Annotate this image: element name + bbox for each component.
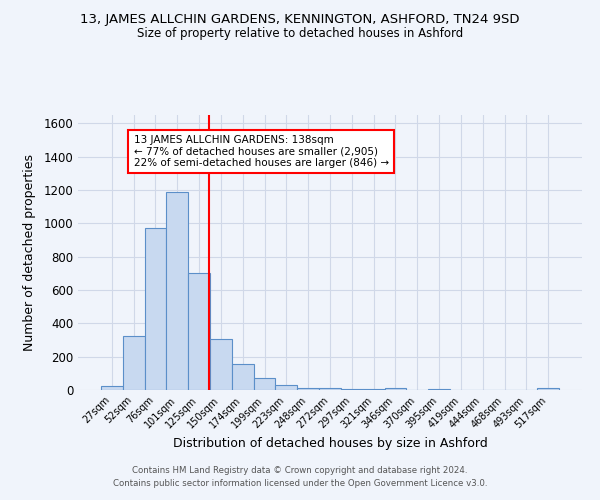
Bar bbox=[101, 386, 123, 390]
Y-axis label: Number of detached properties: Number of detached properties bbox=[23, 154, 37, 351]
Bar bbox=[254, 378, 275, 390]
Text: Contains HM Land Registry data © Crown copyright and database right 2024.
Contai: Contains HM Land Registry data © Crown c… bbox=[113, 466, 487, 487]
Text: Size of property relative to detached houses in Ashford: Size of property relative to detached ho… bbox=[137, 28, 463, 40]
Text: 13, JAMES ALLCHIN GARDENS, KENNINGTON, ASHFORD, TN24 9SD: 13, JAMES ALLCHIN GARDENS, KENNINGTON, A… bbox=[80, 12, 520, 26]
Bar bbox=[123, 336, 145, 390]
Bar bbox=[341, 388, 363, 390]
Bar bbox=[385, 388, 406, 390]
Bar bbox=[275, 386, 297, 390]
X-axis label: Distribution of detached houses by size in Ashford: Distribution of detached houses by size … bbox=[173, 437, 487, 450]
Text: 13 JAMES ALLCHIN GARDENS: 138sqm
← 77% of detached houses are smaller (2,905)
22: 13 JAMES ALLCHIN GARDENS: 138sqm ← 77% o… bbox=[134, 135, 389, 168]
Bar bbox=[210, 339, 232, 390]
Bar bbox=[188, 274, 210, 390]
Bar bbox=[537, 388, 559, 390]
Bar bbox=[363, 389, 385, 390]
Bar bbox=[166, 192, 188, 390]
Bar bbox=[297, 388, 319, 390]
Bar bbox=[428, 388, 450, 390]
Bar bbox=[232, 364, 254, 390]
Bar bbox=[319, 388, 341, 390]
Bar bbox=[145, 228, 166, 390]
